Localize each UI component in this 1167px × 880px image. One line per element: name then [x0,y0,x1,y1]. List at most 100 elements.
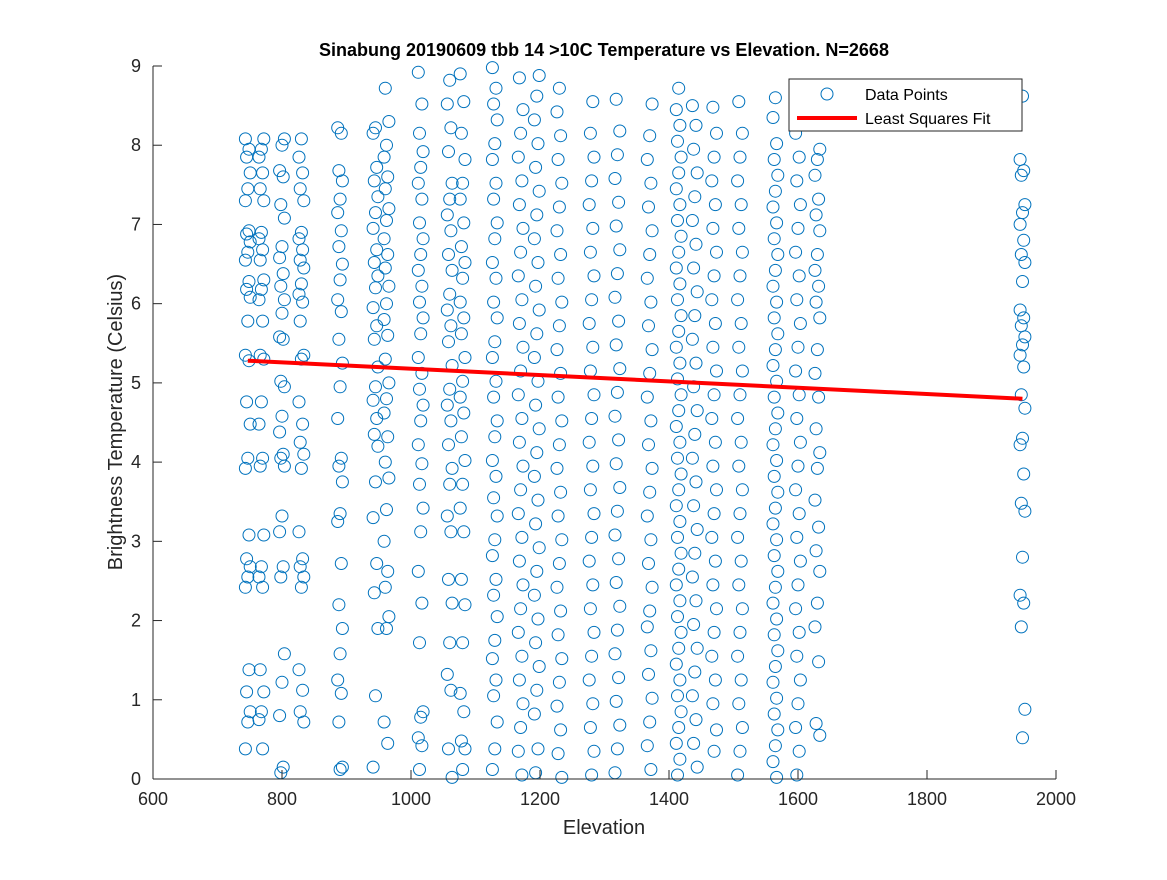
data-point-267 [444,121,458,135]
data-point-591 [707,625,721,639]
data-point-609 [708,198,722,212]
data-point-236 [416,145,430,159]
data-point-437 [587,507,601,521]
data-point-571 [688,427,702,441]
data-point-231 [416,232,430,246]
data-point-249 [443,477,457,491]
data-point-163 [367,332,381,346]
data-point-566 [688,546,702,560]
data-point-588 [706,697,720,711]
data-point-214 [411,564,425,578]
data-point-209 [411,731,425,745]
data-point-252 [444,414,458,428]
data-point-378 [527,469,541,483]
data-point-500 [640,390,654,404]
data-point-405 [552,557,566,570]
data-point-543 [671,293,684,307]
data-point-328 [487,192,501,206]
data-point-65 [274,570,288,584]
data-point-206 [378,81,392,95]
data-point-97 [296,552,310,566]
data-point-294 [453,192,467,206]
data-point-673 [770,295,784,309]
data-point-297 [454,126,468,140]
data-point-703 [789,364,803,378]
data-point-360 [512,198,526,212]
data-point-450 [582,198,596,212]
data-point-674 [766,279,780,293]
data-point-349 [516,459,530,473]
data-point-15 [238,348,252,362]
data-point-510 [640,153,654,166]
data-point-259 [443,287,457,301]
data-point-631 [735,364,749,378]
data-point-765 [1016,206,1029,220]
data-point-516 [672,721,686,734]
data-point-87 [273,164,287,178]
data-point-467 [613,481,627,494]
data-point-190 [382,376,396,390]
data-point-719 [813,564,827,578]
data-point-289 [453,295,467,309]
data-point-391 [529,160,543,174]
data-point-675 [768,263,782,277]
data-point-298 [457,95,471,109]
data-point-452 [587,150,601,164]
data-point-187 [381,430,395,444]
data-point-379 [530,446,544,460]
data-point-81 [276,267,290,281]
data-point-170 [366,221,380,235]
data-point-714 [813,728,827,742]
data-point-92 [296,683,310,697]
data-point-593 [706,578,720,592]
data-point-258 [440,303,454,317]
data-point-329 [489,176,503,190]
data-point-171 [369,206,382,220]
data-point-482 [613,124,627,138]
data-point-587 [710,723,723,737]
data-point-530 [669,499,683,513]
data-point-339 [516,697,530,711]
data-point-548 [671,214,684,227]
data-point-37 [252,570,266,584]
data-point-370 [532,660,546,673]
y-tick-label-0: 0 [131,769,141,789]
data-point-563 [687,618,701,631]
data-point-143 [334,224,348,238]
data-point-656 [771,564,785,578]
data-point-184 [380,503,393,517]
data-point-40 [253,459,267,473]
data-point-377 [531,493,545,507]
data-point-386 [529,279,543,293]
data-point-576 [688,309,702,323]
data-point-552 [674,150,688,164]
data-point-564 [689,594,703,608]
data-point-408 [554,485,568,499]
data-point-315 [485,454,499,467]
data-point-514 [673,752,687,766]
data-point-471 [610,385,624,399]
data-point-660 [768,501,782,515]
data-point-305 [485,652,499,666]
data-point-681 [771,168,785,182]
data-point-489 [644,644,658,658]
data-point-248 [440,509,454,523]
data-point-115 [297,194,311,208]
data-point-5 [238,580,252,594]
data-point-304 [489,673,503,687]
x-tick-label-1400: 1400 [649,789,689,809]
data-point-648 [770,691,784,705]
data-point-176 [369,121,382,135]
data-point-754 [1013,348,1027,362]
data-point-723 [810,461,824,475]
data-point-495 [640,509,654,523]
data-point-221 [416,398,430,412]
data-point-338 [514,721,528,734]
data-point-186 [378,455,392,469]
x-tick-label-1800: 1800 [907,789,947,809]
data-point-10 [238,461,252,475]
data-point-645 [768,739,782,753]
data-point-419 [550,224,564,238]
data-point-12 [243,417,257,431]
data-point-730 [809,295,823,309]
